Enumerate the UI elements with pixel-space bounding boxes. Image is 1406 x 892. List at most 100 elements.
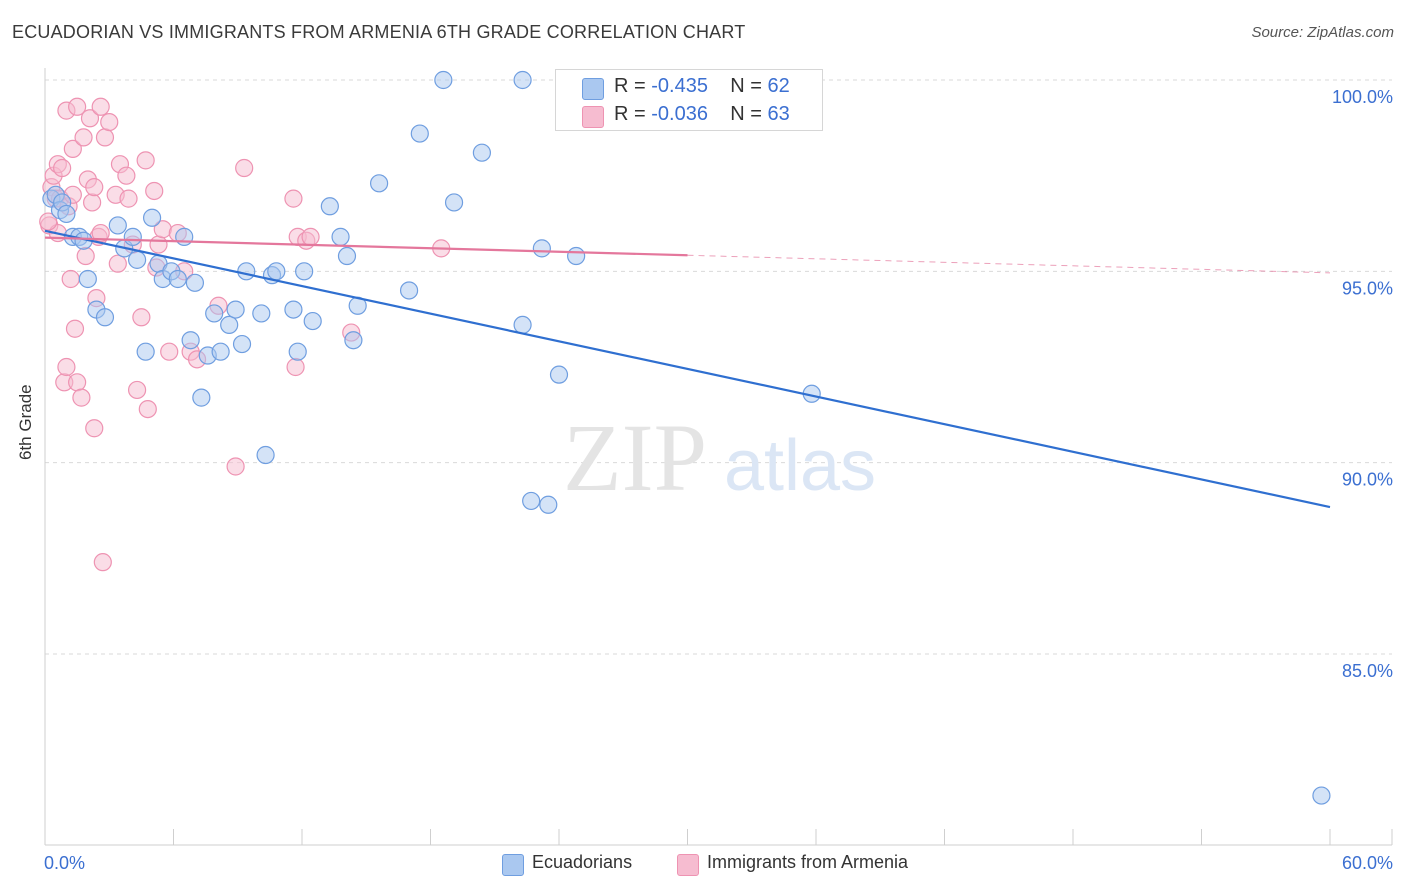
legend-swatch-blue [502, 854, 524, 876]
legend-label-ecuadorians: Ecuadorians [532, 852, 633, 872]
data-point-armenia [63, 139, 82, 158]
data-point-armenia [284, 189, 303, 208]
data-point-armenia [235, 158, 254, 178]
trend-lines [44, 229, 1331, 509]
legend-r-label: R = [614, 75, 646, 97]
data-point-armenia [301, 227, 320, 246]
axes [44, 68, 1393, 846]
data-point-armenia [136, 151, 155, 170]
data-point-ecuadorians [252, 304, 271, 323]
legend-row-armenia: R = -0.036 N = 63 [556, 101, 822, 129]
trend-line-armenia-extension [687, 254, 1331, 274]
legend-n-value: 63 [767, 103, 790, 125]
series-ecuadorians-points [42, 70, 1331, 805]
data-point-ecuadorians [175, 227, 194, 246]
data-point-ecuadorians [108, 216, 127, 235]
data-point-armenia [132, 308, 151, 327]
data-point-ecuadorians [95, 308, 115, 327]
data-point-ecuadorians [226, 300, 245, 319]
legend-r-label: R = [614, 103, 646, 125]
data-point-ecuadorians [344, 331, 363, 350]
data-point-ecuadorians [1312, 786, 1331, 805]
legend-n-value: 62 [767, 75, 790, 97]
data-point-ecuadorians [185, 273, 205, 292]
legend-swatch-pink [677, 854, 699, 876]
data-point-ecuadorians [256, 445, 275, 465]
legend-label-armenia: Immigrants from Armenia [707, 852, 909, 872]
chart-title: ECUADORIAN VS IMMIGRANTS FROM ARMENIA 6T… [12, 22, 746, 42]
watermark-atlas: atlas [724, 426, 876, 506]
data-point-ecuadorians [192, 388, 211, 407]
data-point-ecuadorians [181, 331, 200, 350]
data-point-ecuadorians [567, 246, 586, 266]
legend-row-ecuadorians: R = -0.435 N = 62 [556, 73, 822, 101]
legend-r-value: -0.036 [651, 103, 708, 125]
data-point-armenia [76, 246, 95, 266]
data-point-ecuadorians [267, 262, 286, 281]
data-point-ecuadorians [444, 193, 464, 212]
data-point-armenia [39, 212, 58, 231]
data-point-ecuadorians [337, 246, 357, 266]
data-point-ecuadorians [78, 269, 97, 289]
data-point-armenia [68, 373, 87, 392]
data-point-ecuadorians [123, 227, 142, 246]
data-point-armenia [83, 193, 102, 212]
x-tick-label: 60.0% [1342, 853, 1393, 873]
data-point-armenia [108, 254, 127, 273]
data-point-ecuadorians [168, 269, 187, 289]
data-point-ecuadorians [136, 342, 155, 361]
data-point-armenia [91, 223, 110, 243]
data-point-ecuadorians [532, 239, 551, 258]
data-point-ecuadorians [303, 311, 322, 331]
data-point-armenia [226, 457, 245, 476]
data-point-ecuadorians [57, 204, 76, 224]
data-point-armenia [286, 357, 305, 377]
series-legend: Ecuadorians Immigrants from Armenia [0, 852, 1406, 878]
data-point-ecuadorians [434, 70, 453, 90]
data-point-ecuadorians [220, 315, 239, 335]
data-point-ecuadorians [320, 197, 339, 216]
data-point-ecuadorians [370, 174, 389, 193]
trend-line-ecuadorians [44, 229, 1331, 509]
data-point-ecuadorians [513, 70, 532, 90]
data-point-ecuadorians [522, 491, 541, 511]
data-point-ecuadorians [288, 342, 307, 361]
watermark-zip: ZIP [563, 404, 707, 511]
legend-swatch-pink [582, 106, 604, 128]
data-point-ecuadorians [472, 143, 491, 162]
data-point-ecuadorians [127, 250, 147, 269]
x-tick-label: 0.0% [44, 853, 85, 873]
tick-labels: 85.0% 90.0% 95.0% 100.0% 0.0% 60.0% [44, 87, 1393, 873]
source-label: Source: ZipAtlas.com [1251, 24, 1394, 41]
legend-n-label: N = [730, 75, 762, 97]
watermark: ZIP atlas [563, 404, 876, 511]
data-point-ecuadorians [399, 281, 419, 300]
data-point-ecuadorians [539, 495, 558, 514]
y-tick-label: 85.0% [1342, 661, 1393, 681]
data-point-armenia [65, 319, 85, 338]
data-point-armenia [160, 342, 179, 361]
data-point-ecuadorians [549, 365, 569, 384]
y-tick-label: 90.0% [1342, 470, 1393, 490]
data-point-armenia [149, 235, 168, 254]
data-point-armenia [68, 97, 87, 116]
data-point-ecuadorians [513, 315, 532, 335]
data-point-armenia [61, 269, 80, 289]
correlation-legend: R = -0.435 N = 62 R = -0.036 N = 63 [555, 69, 823, 131]
data-point-armenia [57, 357, 76, 377]
data-point-ecuadorians [205, 304, 224, 323]
data-point-armenia [117, 166, 136, 185]
data-point-ecuadorians [410, 124, 429, 143]
data-point-armenia [145, 181, 164, 201]
data-point-ecuadorians [232, 334, 252, 354]
data-point-armenia [85, 419, 104, 438]
data-point-armenia [138, 399, 157, 419]
data-point-armenia [100, 112, 119, 132]
data-point-ecuadorians [211, 342, 230, 361]
data-point-ecuadorians [142, 208, 162, 227]
data-point-ecuadorians [284, 300, 303, 319]
data-point-armenia [127, 380, 147, 400]
y-axis-label: 6th Grade [16, 384, 35, 460]
data-point-armenia [95, 128, 115, 147]
